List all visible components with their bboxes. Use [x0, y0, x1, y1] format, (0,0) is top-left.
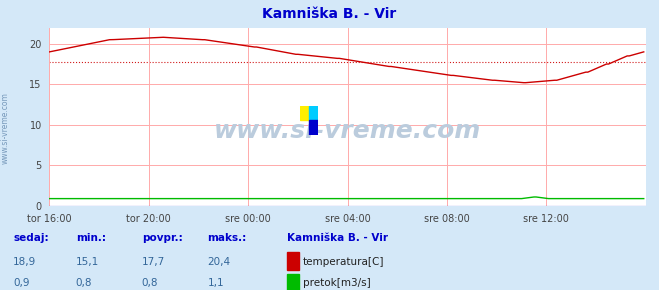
Text: Kamniška B. - Vir: Kamniška B. - Vir	[262, 7, 397, 21]
Text: 18,9: 18,9	[13, 257, 36, 267]
Text: 17,7: 17,7	[142, 257, 165, 267]
Text: temperatura[C]: temperatura[C]	[303, 257, 385, 267]
Text: povpr.:: povpr.:	[142, 233, 183, 243]
Text: www.si-vreme.com: www.si-vreme.com	[1, 92, 10, 164]
Text: maks.:: maks.:	[208, 233, 247, 243]
Bar	[309, 120, 318, 135]
Text: 0,9: 0,9	[13, 278, 30, 288]
Text: Kamniška B. - Vir: Kamniška B. - Vir	[287, 233, 387, 243]
Text: pretok[m3/s]: pretok[m3/s]	[303, 278, 371, 288]
Text: 0,8: 0,8	[142, 278, 158, 288]
Bar	[300, 106, 309, 120]
Text: 1,1: 1,1	[208, 278, 224, 288]
Text: min.:: min.:	[76, 233, 106, 243]
Text: 20,4: 20,4	[208, 257, 231, 267]
Bar	[309, 106, 318, 120]
Text: sedaj:: sedaj:	[13, 233, 49, 243]
Text: www.si-vreme.com: www.si-vreme.com	[214, 119, 481, 143]
Text: 15,1: 15,1	[76, 257, 99, 267]
Text: 0,8: 0,8	[76, 278, 92, 288]
